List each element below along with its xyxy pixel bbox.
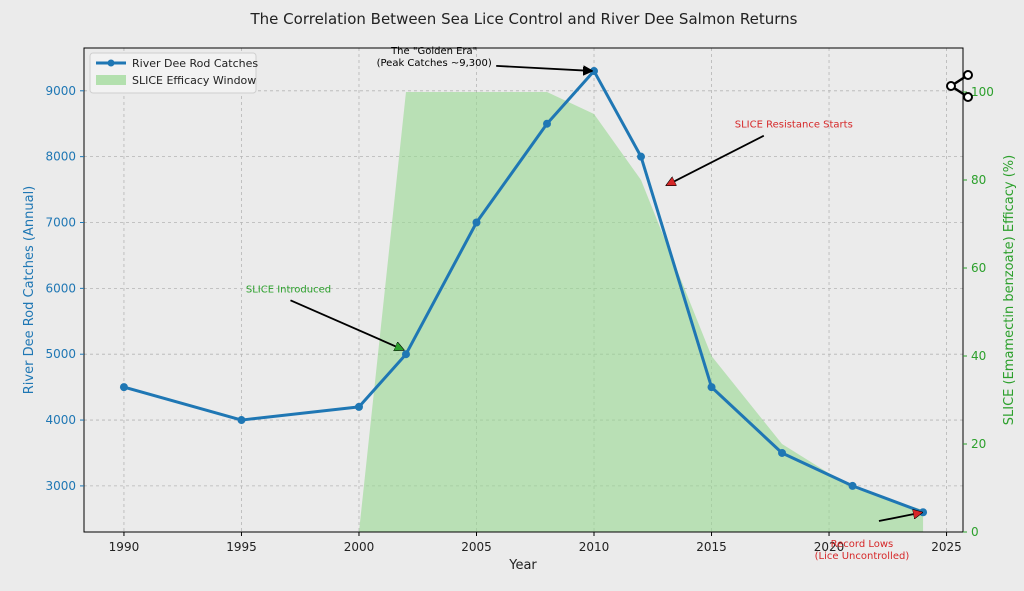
- annotation-arrow: [496, 64, 592, 71]
- x-tick-label: 2010: [579, 540, 610, 554]
- catches-point: [472, 218, 481, 227]
- catches-line: [123, 69, 924, 514]
- y-right-tick-label: 80: [971, 173, 986, 187]
- efficacy-area-path: [358, 92, 924, 532]
- catches-point: [543, 119, 552, 128]
- y-right-tick-label: 0: [971, 525, 979, 539]
- y-left-tick-label: 5000: [45, 347, 76, 361]
- annotation-text-line2: (Lice Uncontrolled): [815, 551, 910, 562]
- x-axis-label: Year: [508, 558, 537, 573]
- y-left-tick-label: 6000: [45, 281, 76, 295]
- plot-frame: [83, 47, 964, 533]
- catches-point: [354, 402, 363, 411]
- y-axis-left-label: River Dee Rod Catches (Annual): [22, 186, 37, 395]
- catches-point: [119, 383, 128, 392]
- y-left-tick-label: 7000: [45, 216, 76, 230]
- legend: River Dee Rod Catches SLICE Efficacy Win…: [89, 52, 258, 94]
- y-left-tick-label: 3000: [45, 479, 76, 493]
- annotation-text: SLICE Resistance Starts: [735, 120, 853, 131]
- y-right-tick-label: 60: [971, 261, 986, 275]
- annotation-arrow: [667, 134, 765, 187]
- catches-point: [401, 350, 410, 359]
- chart-title: The Correlation Between Sea Lice Control…: [250, 10, 798, 28]
- x-tick-label: 2000: [344, 540, 375, 554]
- annotations: The "Golden Era"(Peak Catches ~9,300) SLI…: [246, 46, 922, 562]
- x-tick-label: 2005: [461, 540, 492, 554]
- catches-point: [848, 481, 857, 490]
- catches-point: [237, 416, 246, 425]
- y-left-tick-label: 8000: [45, 150, 76, 164]
- y-right-tick-label: 20: [971, 437, 986, 451]
- y-axis-right-label: SLICE (Emamectin benzoate) Efficacy (%): [1002, 155, 1017, 425]
- share-icon[interactable]: [946, 70, 973, 102]
- annotation-text-line2: (Peak Catches ~9,300): [377, 58, 492, 69]
- efficacy-area: [358, 92, 924, 532]
- y-left-tick-label: 9000: [45, 84, 76, 98]
- catches-point: [707, 383, 716, 392]
- y-right-tick-label: 100: [971, 85, 994, 99]
- annotation-text: SLICE Introduced: [246, 284, 331, 295]
- axis-ticks: 1990 1995 2000 2005 2010 2015 2020 2025 3000 4000…: [45, 84, 993, 554]
- x-tick-label: 2020: [814, 540, 845, 554]
- legend-label-catches: River Dee Rod Catches: [132, 57, 258, 70]
- legend-box: [89, 52, 257, 94]
- legend-label-efficacy: SLICE Efficacy Window: [132, 74, 256, 87]
- catches-point: [637, 152, 646, 161]
- legend-marker-swatch: [107, 59, 115, 67]
- annotation-text: Record Lows: [831, 539, 894, 550]
- annotation-arrow: [290, 299, 403, 350]
- catches-point: [778, 448, 787, 457]
- annotation-arrow: [878, 512, 922, 522]
- legend-area-swatch: [96, 75, 126, 85]
- x-tick-label: 1990: [109, 540, 140, 554]
- annotation-text: The "Golden Era": [390, 46, 477, 57]
- x-tick-label: 2015: [696, 540, 727, 554]
- x-tick-label: 1995: [226, 540, 257, 554]
- y-left-tick-label: 4000: [45, 413, 76, 427]
- x-tick-label: 2025: [931, 540, 962, 554]
- y-right-tick-label: 40: [971, 349, 986, 363]
